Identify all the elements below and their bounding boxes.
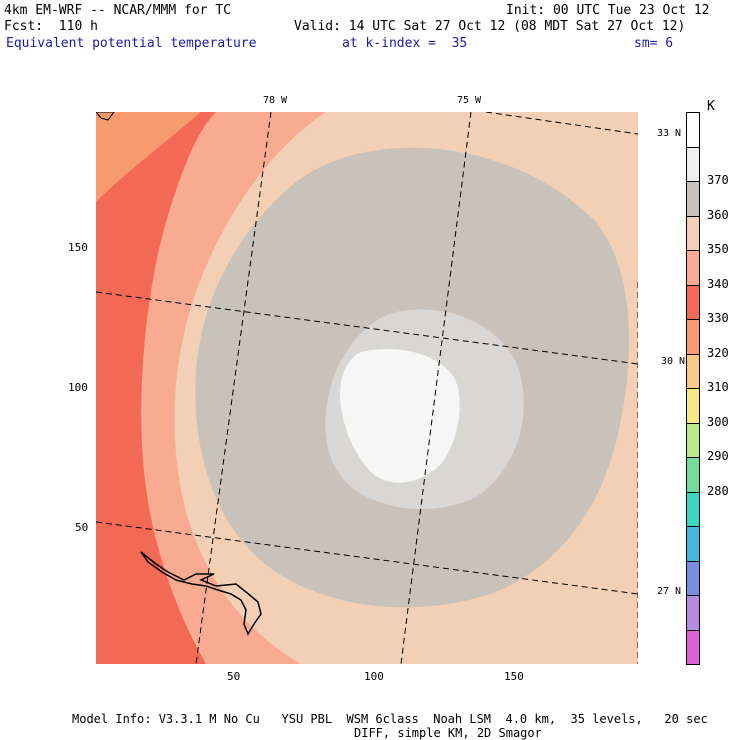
model-info: Model Info: V3.3.1 M No Cu YSU PBL WSM 6…	[72, 712, 708, 726]
bahamas-coastline	[140, 551, 262, 636]
colorbar-swatch	[686, 215, 700, 251]
colorbar-label: 290	[707, 449, 729, 463]
x-tick-150: 150	[504, 670, 524, 683]
lon-label-75w: 75 W	[457, 95, 482, 106]
lat-label-27n: 27 N	[657, 586, 682, 597]
lat-label-33n: 33 N	[657, 128, 682, 139]
colorbar-label: 300	[707, 414, 729, 429]
field-name: Equivalent potential temperature	[6, 36, 257, 51]
colorbar-swatch	[686, 388, 700, 424]
colorbar-swatch	[686, 353, 700, 389]
lat-label-30n: 30 N	[661, 356, 686, 367]
colorbar-swatch	[686, 422, 700, 458]
colorbar-label: 340	[707, 276, 729, 291]
colorbar-swatch	[686, 250, 700, 286]
white-core	[340, 349, 460, 483]
colorbar-label: 280	[707, 483, 729, 498]
theta-e-map	[96, 112, 638, 664]
level-info: at k-index = 35	[342, 36, 468, 51]
colorbar	[686, 112, 700, 665]
y-tick-50: 50	[75, 521, 89, 534]
colorbar-swatch	[686, 491, 700, 527]
y-tick-100: 100	[68, 381, 88, 394]
colorbar-swatch	[686, 112, 700, 148]
colorbar-swatch	[686, 319, 700, 355]
colorbar-swatch	[686, 146, 700, 182]
smoothing-info: sm= 6	[634, 36, 674, 51]
colorbar-swatch	[686, 457, 700, 493]
colorbar-label: 320	[707, 345, 729, 360]
forecast-hour: Fcst: 110 h	[4, 19, 98, 34]
model-title: 4km EM-WRF -- NCAR/MMM for TC	[4, 3, 231, 18]
colorbar-swatch	[686, 560, 700, 596]
colorbar-label: 350	[707, 242, 729, 256]
island-outline	[96, 112, 115, 121]
colorbar-swatch	[686, 595, 700, 631]
model-info-2: DIFF, simple KM, 2D Smagor	[354, 726, 542, 740]
colorbar-swatch	[686, 629, 700, 665]
x-tick-100: 100	[364, 670, 384, 683]
graticule-lines	[96, 112, 638, 664]
y-tick-150: 150	[68, 241, 88, 254]
colorbar-swatch	[686, 181, 700, 217]
colorbar-label: 370	[707, 173, 729, 187]
valid-time: Valid: 14 UTC Sat 27 Oct 12 (08 MDT Sat …	[294, 19, 686, 34]
x-tick-50: 50	[227, 670, 241, 683]
colorbar-swatch	[686, 526, 700, 562]
colorbar-label: 310	[707, 380, 729, 394]
orange-west-band	[96, 112, 201, 202]
init-time: Init: 00 UTC Tue 23 Oct 12	[506, 3, 710, 18]
colorbar-swatch	[686, 284, 700, 320]
colorbar-label: 360	[707, 207, 729, 222]
colorbar-label: 330	[707, 311, 729, 325]
lon-label-78w: 78 W	[263, 95, 288, 106]
colorbar-unit: K	[707, 99, 715, 114]
